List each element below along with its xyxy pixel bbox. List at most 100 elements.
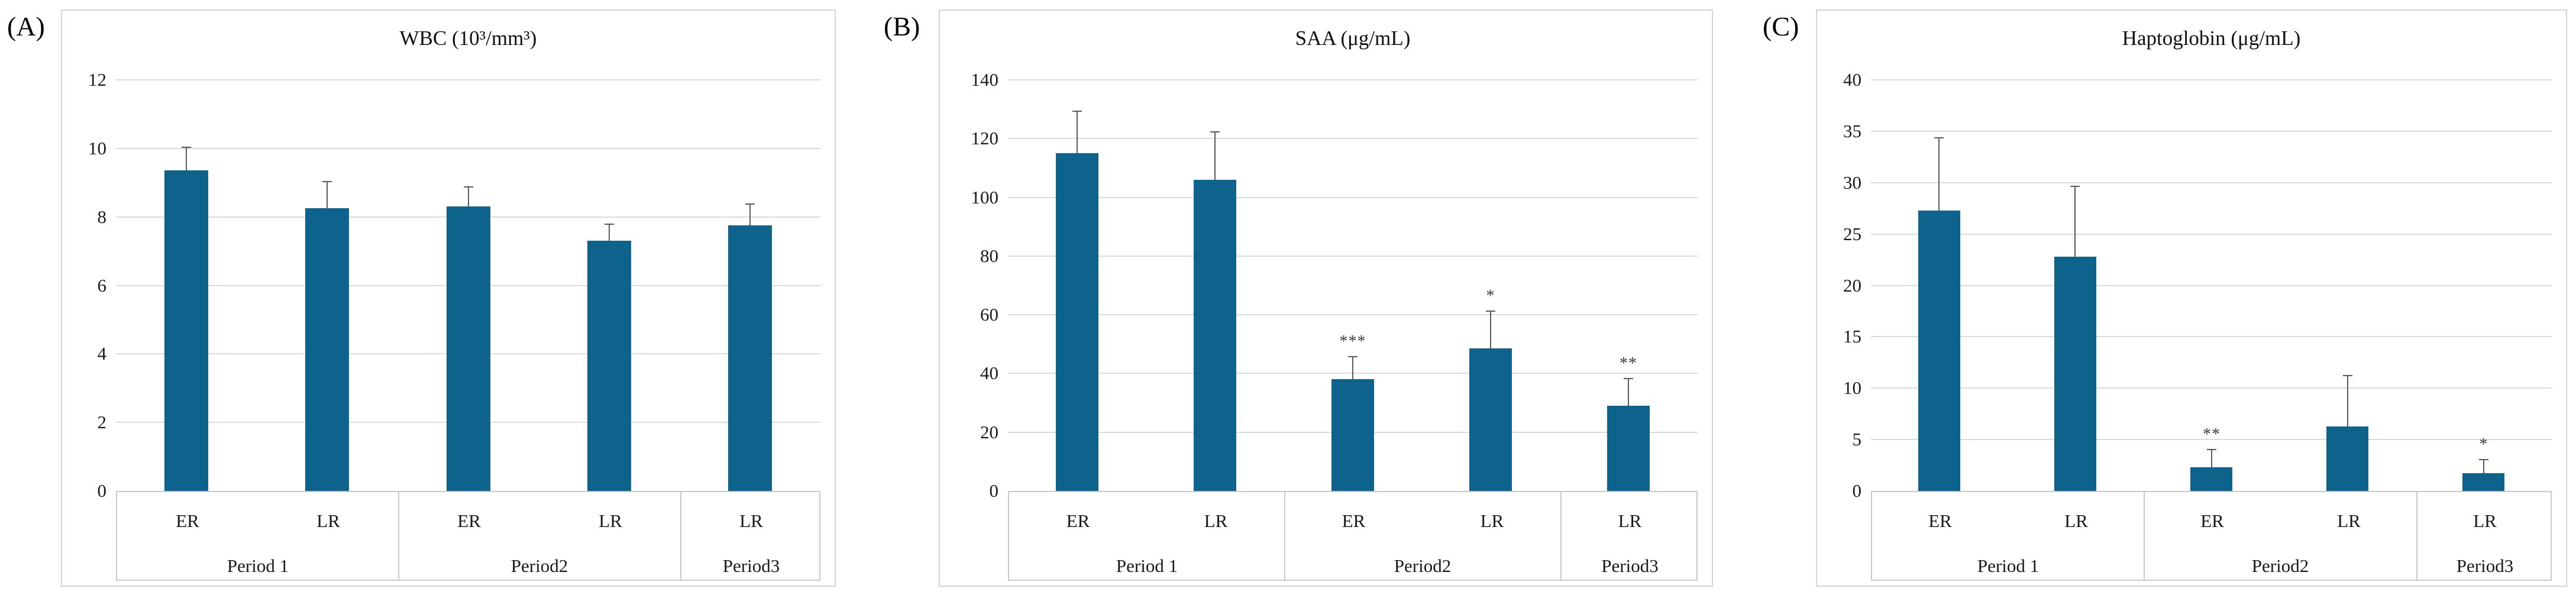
category-label-lr: LR: [2064, 510, 2088, 531]
gridline-y10: [1871, 387, 2552, 389]
period-group-divider: [1560, 492, 1562, 580]
period-label-2: Period2: [2251, 555, 2309, 576]
period-label-3: Period3: [722, 555, 780, 576]
y-axis-tick-label: 6: [97, 274, 107, 296]
category-label-lr: LR: [1480, 510, 1504, 531]
bar-er-0: [1056, 153, 1098, 491]
error-bar-line: [186, 146, 187, 171]
period-group-divider: [2416, 492, 2417, 580]
chart-title-haptoglobin: Haptoglobin (μg/mL): [2122, 27, 2301, 50]
category-label-lr: LR: [2337, 510, 2361, 531]
chart-title-wbc: WBC (10³/mm³): [399, 27, 537, 50]
category-label-er: ER: [176, 510, 199, 531]
significance-marker: **: [1620, 354, 1637, 373]
gridline-y15: [1871, 336, 2552, 338]
error-bar-cap: [1624, 377, 1633, 379]
error-bar-line: [2483, 459, 2484, 474]
significance-marker: *: [1486, 286, 1495, 305]
period-label-2: Period2: [1394, 555, 1452, 576]
period-group-divider: [398, 492, 399, 580]
bar-er-2: [1331, 379, 1374, 491]
period-label-3: Period3: [1601, 555, 1659, 576]
error-bar-cap: [745, 203, 755, 205]
panel-label-c: (C): [1763, 11, 1799, 41]
error-bar-line: [609, 224, 610, 241]
error-bar-line: [327, 180, 328, 209]
category-label-er: ER: [457, 510, 481, 531]
category-label-er: ER: [1928, 510, 1952, 531]
y-axis-tick-label: 4: [97, 343, 107, 364]
y-axis-tick-label: 0: [97, 480, 107, 501]
error-bar-cap: [1072, 111, 1082, 112]
significance-marker: ***: [1339, 332, 1366, 351]
gridline-y100: [1008, 196, 1698, 198]
error-bar-cap: [322, 180, 332, 182]
period-group-divider: [1284, 492, 1285, 580]
y-axis-tick-label: 40: [980, 363, 998, 384]
bar-er-0: [164, 170, 208, 491]
bar-lr-4: [1607, 406, 1650, 491]
error-bar-cap: [1934, 137, 1944, 139]
y-axis-tick-label: 8: [97, 206, 107, 227]
error-bar-cap: [2479, 459, 2488, 461]
error-bar-cap: [182, 146, 191, 148]
bar-lr-1: [305, 208, 349, 491]
gridline-y25: [1871, 233, 2552, 235]
period-label-3: Period3: [2456, 555, 2514, 576]
category-label-lr: LR: [1618, 510, 1642, 531]
gridline-y12: [116, 79, 820, 80]
category-table: ER LR ER LR LR Period 1 Period2 Period3: [1871, 491, 2552, 581]
y-axis-tick-label: 10: [88, 137, 106, 159]
bar-er-0: [1918, 210, 1960, 491]
y-axis-tick-label: 20: [1843, 274, 1861, 296]
category-label-lr: LR: [1204, 510, 1228, 531]
y-axis-tick-label: 5: [1852, 429, 1862, 450]
error-bar-cap: [464, 186, 473, 188]
y-axis-tick-label: 100: [971, 186, 999, 208]
bar-lr-1: [2054, 256, 2096, 491]
error-bar-cap: [1210, 131, 1220, 132]
error-bar-cap: [2070, 185, 2080, 187]
error-bar-line: [1214, 131, 1216, 180]
y-axis-tick-label: 10: [1843, 377, 1861, 399]
period-label-1: Period 1: [1977, 555, 2040, 576]
category-table: ER LR ER LR LR Period 1 Period2 Period3: [1008, 491, 1698, 581]
y-axis-tick-label: 0: [989, 480, 999, 501]
error-bar-line: [1352, 355, 1353, 380]
y-axis-tick-label: 0: [1852, 480, 1862, 501]
bar-lr-4: [728, 225, 772, 491]
bar-er-2: [2190, 467, 2232, 491]
y-axis-tick-label: 15: [1843, 326, 1861, 347]
y-axis-tick-label: 30: [1843, 172, 1861, 193]
period-label-1: Period 1: [227, 555, 289, 576]
y-axis-tick-label: 60: [980, 304, 998, 325]
gridline-y60: [1008, 314, 1698, 316]
period-label-1: Period 1: [1116, 555, 1178, 576]
bar-lr-4: [2462, 473, 2504, 491]
error-bar-cap: [2343, 374, 2352, 376]
y-axis-tick-label: 35: [1843, 120, 1861, 141]
category-label-er: ER: [1066, 510, 1090, 531]
chart-title-saa: SAA (μg/mL): [1295, 27, 1411, 50]
gridline-y35: [1871, 130, 2552, 132]
category-label-lr: LR: [739, 510, 763, 531]
category-label-lr: LR: [2473, 510, 2497, 531]
category-label-lr: LR: [599, 510, 622, 531]
y-axis-tick-label: 20: [980, 421, 998, 442]
y-axis-tick-label: 140: [971, 69, 999, 90]
period-label-2: Period2: [510, 555, 568, 576]
y-axis-tick-label: 80: [980, 245, 998, 266]
gridline-y20: [1871, 285, 2552, 286]
gridline-y140: [1008, 79, 1698, 80]
significance-marker: **: [2203, 425, 2221, 444]
gridline-y120: [1008, 138, 1698, 140]
error-bar-cap: [1486, 310, 1495, 312]
error-bar-line: [2074, 185, 2076, 257]
error-bar-line: [468, 186, 469, 207]
y-axis-tick-label: 25: [1843, 223, 1861, 244]
bar-lr-3: [2326, 426, 2368, 491]
panel-label-a: (A): [7, 11, 45, 41]
category-label-er: ER: [2200, 510, 2224, 531]
category-table: ER LR ER LR LR Period 1 Period2 Period3: [116, 491, 820, 581]
